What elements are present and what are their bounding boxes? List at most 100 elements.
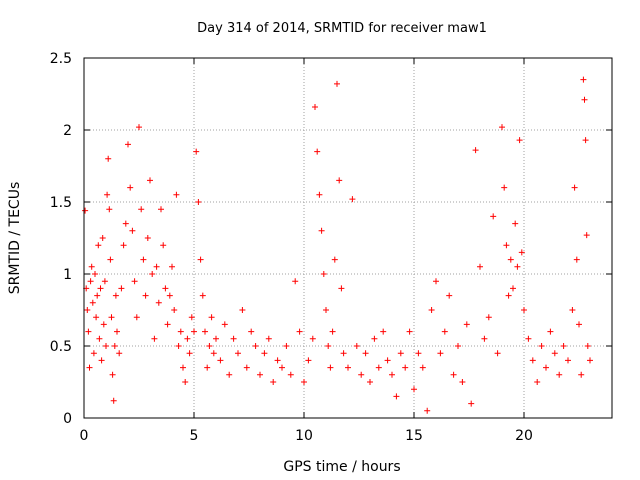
data-point: [547, 328, 554, 335]
data-point: [171, 307, 178, 313]
data-point: [485, 314, 492, 321]
data-point: [162, 285, 169, 292]
x-axis-label: GPS time / hours: [283, 459, 400, 475]
data-point: [94, 292, 101, 299]
data-point: [345, 364, 351, 371]
y-tick-label: 2.5: [50, 51, 72, 67]
data-point: [104, 191, 111, 198]
data-point: [576, 321, 582, 328]
data-point: [312, 103, 318, 110]
data-point: [138, 206, 145, 213]
data-point: [327, 364, 334, 371]
data-point: [529, 357, 536, 364]
data-point: [243, 364, 250, 371]
data-point: [573, 256, 580, 263]
data-point: [415, 350, 422, 357]
data-point: [221, 321, 228, 328]
data-point: [197, 256, 204, 263]
data-point: [105, 155, 112, 162]
data-point: [97, 285, 104, 292]
data-point: [323, 307, 329, 313]
data-point: [389, 371, 395, 378]
data-point: [131, 278, 138, 285]
data-point: [279, 364, 285, 371]
data-point: [571, 184, 578, 191]
data-point: [494, 350, 501, 357]
data-point: [283, 343, 290, 349]
data-point: [95, 242, 102, 249]
data-point: [206, 343, 213, 349]
data-point: [193, 148, 200, 155]
data-point: [569, 307, 576, 313]
plot-frame: [83, 57, 613, 419]
data-point: [305, 357, 312, 364]
data-point: [565, 357, 571, 364]
y-axis-label: SRMTID / TECUs: [7, 182, 23, 295]
data-point: [538, 343, 545, 349]
data-point: [501, 184, 508, 191]
data-point: [459, 379, 466, 385]
data-point: [92, 271, 98, 277]
data-point: [100, 321, 107, 328]
data-point: [358, 371, 365, 378]
data-point: [89, 299, 96, 306]
data-point: [191, 328, 197, 335]
data-point: [384, 357, 391, 364]
data-point: [402, 364, 409, 371]
data-point: [186, 350, 193, 357]
data-point: [109, 371, 116, 378]
data-point: [144, 235, 151, 241]
data-point: [296, 328, 303, 335]
data-point: [155, 299, 162, 306]
data-point: [88, 263, 95, 270]
data-point: [166, 292, 173, 299]
data-point: [98, 357, 105, 364]
data-point: [226, 371, 233, 378]
x-tick-label: 10: [295, 428, 313, 444]
data-point: [202, 328, 208, 335]
data-point: [468, 400, 475, 407]
data-point: [160, 242, 167, 249]
data-point: [463, 321, 470, 328]
y-tick-label: 1.5: [50, 195, 72, 211]
data-point: [292, 278, 299, 285]
data-point: [331, 256, 338, 263]
data-point: [516, 137, 523, 144]
data-point: [127, 184, 134, 191]
data-point: [265, 335, 272, 342]
data-point: [393, 393, 400, 400]
data-point: [173, 191, 180, 198]
data-point: [336, 177, 343, 184]
data-point: [380, 328, 387, 335]
data-point: [147, 177, 153, 184]
data-point: [110, 397, 117, 404]
data-point: [107, 256, 114, 263]
data-point: [534, 379, 541, 385]
data-point: [252, 343, 259, 349]
grid-lines: [84, 58, 612, 418]
data-point: [340, 350, 347, 357]
data-point: [446, 292, 453, 299]
data-point: [136, 124, 142, 131]
data-point: [274, 357, 281, 364]
data-point: [316, 191, 323, 198]
data-point: [85, 328, 92, 335]
data-points: [82, 76, 593, 414]
data-point: [239, 307, 246, 313]
data-point: [120, 242, 127, 249]
data-point: [217, 357, 224, 364]
x-tick-label: 15: [405, 428, 423, 444]
data-point: [320, 271, 327, 277]
data-point: [151, 335, 158, 342]
data-point: [182, 379, 189, 385]
data-point: [367, 379, 373, 385]
data-point: [199, 292, 206, 299]
data-point: [309, 335, 316, 342]
data-point: [433, 278, 439, 285]
data-point: [184, 335, 191, 342]
data-point: [329, 328, 336, 335]
data-point: [101, 278, 108, 285]
chart-title: Day 314 of 2014, SRMTID for receiver maw…: [197, 21, 487, 36]
